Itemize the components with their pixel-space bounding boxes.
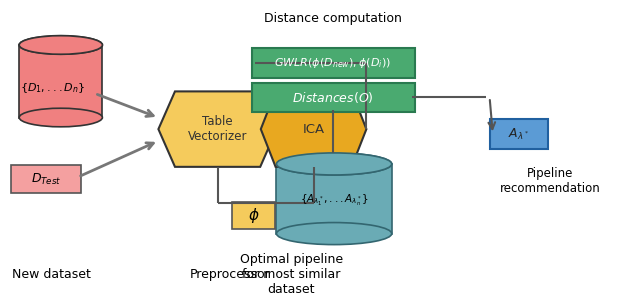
Text: $D_{Test}$: $D_{Test}$: [31, 172, 61, 187]
Text: $Distances(O)$: $Distances(O)$: [292, 90, 374, 105]
Text: New dataset: New dataset: [12, 268, 90, 281]
Text: $\{A_{\lambda^*_1},...A_{\lambda^*_n}\}$: $\{A_{\lambda^*_1},...A_{\lambda^*_n}\}$: [300, 192, 369, 208]
Text: $GWLR(\phi(D_{new}),\phi(D_i))$: $GWLR(\phi(D_{new}),\phi(D_i))$: [275, 56, 391, 70]
Polygon shape: [261, 91, 366, 167]
Text: Optimal pipeline
for most similar
dataset: Optimal pipeline for most similar datase…: [239, 253, 343, 296]
Polygon shape: [159, 91, 277, 167]
Ellipse shape: [19, 108, 102, 127]
Text: $A_{\lambda^*}$: $A_{\lambda^*}$: [508, 126, 530, 142]
Text: Pipeline
recommendation: Pipeline recommendation: [500, 167, 601, 195]
Text: $\{D_1,...D_n\}$: $\{D_1,...D_n\}$: [20, 82, 85, 95]
Bar: [19, 45, 102, 118]
FancyBboxPatch shape: [11, 165, 81, 193]
Text: Distance computation: Distance computation: [264, 12, 402, 25]
FancyBboxPatch shape: [252, 83, 415, 112]
Ellipse shape: [276, 153, 392, 175]
Ellipse shape: [276, 222, 392, 245]
Ellipse shape: [19, 36, 102, 54]
Text: $\phi$: $\phi$: [248, 206, 259, 225]
FancyBboxPatch shape: [490, 119, 548, 150]
FancyBboxPatch shape: [252, 48, 415, 78]
Text: Preprocessor: Preprocessor: [190, 268, 271, 281]
Ellipse shape: [276, 153, 392, 175]
Text: ICA: ICA: [303, 123, 324, 136]
Text: Table
Vectorizer: Table Vectorizer: [188, 115, 247, 143]
Bar: [276, 164, 392, 234]
Ellipse shape: [19, 36, 102, 54]
FancyBboxPatch shape: [232, 202, 275, 229]
